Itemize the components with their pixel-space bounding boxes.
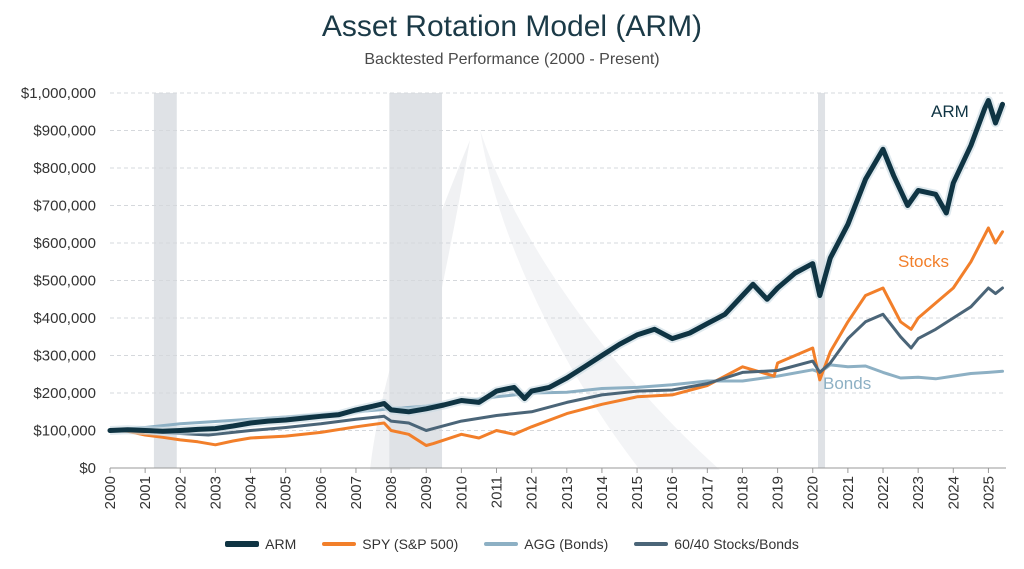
x-tick-label: 2014 [594,476,611,509]
series-line-1 [108,226,1004,447]
legend-item-2: AGG (Bonds) [484,536,608,552]
watermark-sail-right [480,130,720,470]
series-labels: ARM Stocks Bonds [823,102,969,393]
x-tick-label: 2019 [770,476,787,509]
y-tick-label: $1,000,000 [21,85,96,102]
y-tick-label: $200,000 [33,385,96,402]
recession-band-0 [153,93,177,468]
x-tick-label: 2002 [172,476,189,509]
x-tick-label: 2023 [910,476,927,509]
x-tick-label: 2025 [980,476,997,509]
y-tick-label: $400,000 [33,310,96,327]
y-tick-label: $900,000 [33,123,96,140]
x-tick-label: 2011 [489,476,506,508]
x-tick-label: 2007 [348,476,365,509]
x-tick-label: 2005 [278,476,295,509]
legend-label: SPY (S&P 500) [362,536,459,552]
y-tick-label: $100,000 [33,423,96,440]
x-tick-label: 2015 [629,476,646,509]
y-tick-label: $800,000 [33,160,96,177]
chart-subtitle: Backtested Performance (2000 - Present) [364,51,660,68]
y-tick-label: $500,000 [33,273,96,290]
x-tick-label: 2006 [313,476,330,509]
legend-label: ARM [265,536,297,552]
y-tick-label: $0 [79,460,96,477]
x-tick-label: 2003 [207,476,224,509]
legend: ARM SPY (S&P 500) AGG (Bonds) 60/40 Stocks/… [0,536,1024,552]
x-tick-label: 2004 [243,476,260,509]
series-label-0: ARM [931,102,969,121]
legend-swatch [225,541,260,547]
x-tick-label: 2012 [524,476,541,509]
series-label-1: Stocks [898,252,949,271]
x-axis-ticks: 2000 2001 2002 2003 2004 2005 2006 2007 2008 2009… [102,467,1006,509]
legend-item-3: 60/40 Stocks/Bonds [634,536,799,552]
x-tick-label: 2010 [453,476,470,509]
x-tick-label: 2008 [383,476,400,509]
grid-lines [110,92,1006,469]
legend-swatch [322,542,357,546]
legend-swatch [484,542,519,546]
x-tick-label: 2009 [418,476,435,509]
legend-item-0: ARM [225,536,296,552]
x-tick-label: 2018 [734,476,751,509]
x-tick-label: 2021 [840,476,857,509]
legend-item-1: SPY (S&P 500) [322,536,458,552]
chart-title: Asset Rotation Model (ARM) [321,10,703,43]
series-line-3 [108,286,1004,437]
x-tick-label: 2013 [559,476,576,509]
x-tick-label: 2016 [664,476,681,509]
x-tick-label: 2020 [805,476,822,509]
x-tick-label: 2017 [699,476,716,509]
series-lines [107,96,1007,447]
y-tick-label: $700,000 [33,198,96,215]
y-axis-ticks: $0 $100,000 $200,000 $300,000 $400,000 $500,0… [21,85,96,477]
x-tick-label: 2001 [137,476,154,509]
legend-swatch [634,542,669,546]
legend-label: AGG (Bonds) [524,536,609,552]
series-line-0 [107,98,1005,434]
x-tick-label: 2024 [945,476,962,509]
y-tick-label: $600,000 [33,235,96,252]
x-tick-label: 2000 [102,476,119,509]
x-tick-label: 2022 [875,476,892,509]
series-label-2: Bonds [823,374,871,393]
legend-label: 60/40 Stocks/Bonds [674,536,799,552]
y-tick-label: $300,000 [33,348,96,365]
